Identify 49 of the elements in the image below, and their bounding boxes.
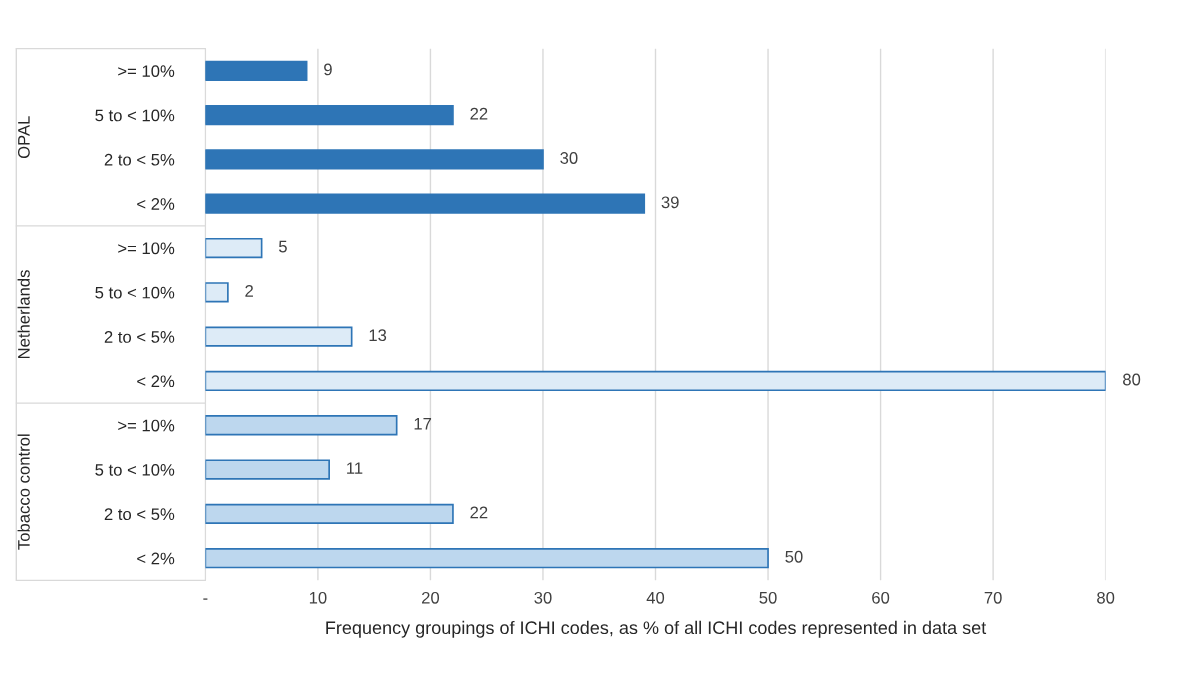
text: Tobacco control bbox=[17, 434, 30, 550]
x-axis-title: Frequency groupings of ICHI codes, as % of all ICHI codes represented in data set bbox=[326, 620, 987, 638]
y-tick-label: 2 to < 5% bbox=[104, 153, 175, 166]
y-tick-label: 5 to < 10% bbox=[95, 109, 175, 122]
x-tick-label: 50 bbox=[759, 591, 777, 604]
data-label: 2 bbox=[245, 285, 253, 297]
data-label: 80 bbox=[1123, 373, 1141, 386]
y-tick-label: >= 10% bbox=[118, 419, 175, 432]
x-tick-label: 80 bbox=[1097, 591, 1115, 604]
bar bbox=[205, 237, 263, 259]
x-tick-label: 20 bbox=[422, 591, 440, 604]
data-label: 5 bbox=[278, 240, 287, 253]
y-tick-label: 2 to < 5% bbox=[104, 508, 175, 521]
bar bbox=[205, 60, 308, 81]
bar bbox=[205, 282, 229, 303]
data-label: 11 bbox=[347, 462, 363, 474]
data-label: 30 bbox=[560, 152, 578, 164]
y-tick-label: 2 to < 5% bbox=[104, 331, 175, 343]
x-tick-label: 10 bbox=[309, 591, 327, 604]
bar bbox=[205, 370, 1106, 392]
text: Netherlands bbox=[17, 270, 30, 359]
x-tick-label: 30 bbox=[534, 591, 552, 604]
bar bbox=[205, 326, 353, 347]
bar bbox=[205, 149, 544, 170]
data-label: 9 bbox=[324, 63, 332, 76]
text: OPAL bbox=[17, 116, 30, 159]
data-label: 22 bbox=[470, 506, 488, 519]
y-tick-label: < 2% bbox=[137, 198, 175, 210]
bar bbox=[205, 193, 646, 214]
data-label: 22 bbox=[470, 107, 488, 120]
y-tick-label: < 2% bbox=[137, 552, 175, 565]
data-label: 50 bbox=[785, 550, 803, 563]
bar bbox=[205, 503, 454, 525]
y-tick-label: >= 10% bbox=[118, 242, 175, 255]
data-label: 17 bbox=[414, 418, 432, 430]
bar bbox=[205, 459, 330, 480]
data-label: 39 bbox=[661, 196, 679, 209]
x-tick-label: 60 bbox=[872, 591, 890, 604]
x-tick-label: 40 bbox=[646, 591, 665, 604]
x-tick-label: - bbox=[203, 598, 208, 600]
y-tick-label: 5 to < 10% bbox=[95, 463, 175, 476]
x-tick-label: 70 bbox=[984, 591, 1002, 604]
bar bbox=[205, 104, 454, 126]
y-tick-label: 5 to < 10% bbox=[95, 286, 175, 299]
y-tick-label: >= 10% bbox=[118, 65, 175, 78]
bar bbox=[205, 415, 398, 436]
data-label: 13 bbox=[369, 329, 387, 342]
bar bbox=[205, 548, 769, 569]
y-tick-label: < 2% bbox=[137, 375, 175, 388]
